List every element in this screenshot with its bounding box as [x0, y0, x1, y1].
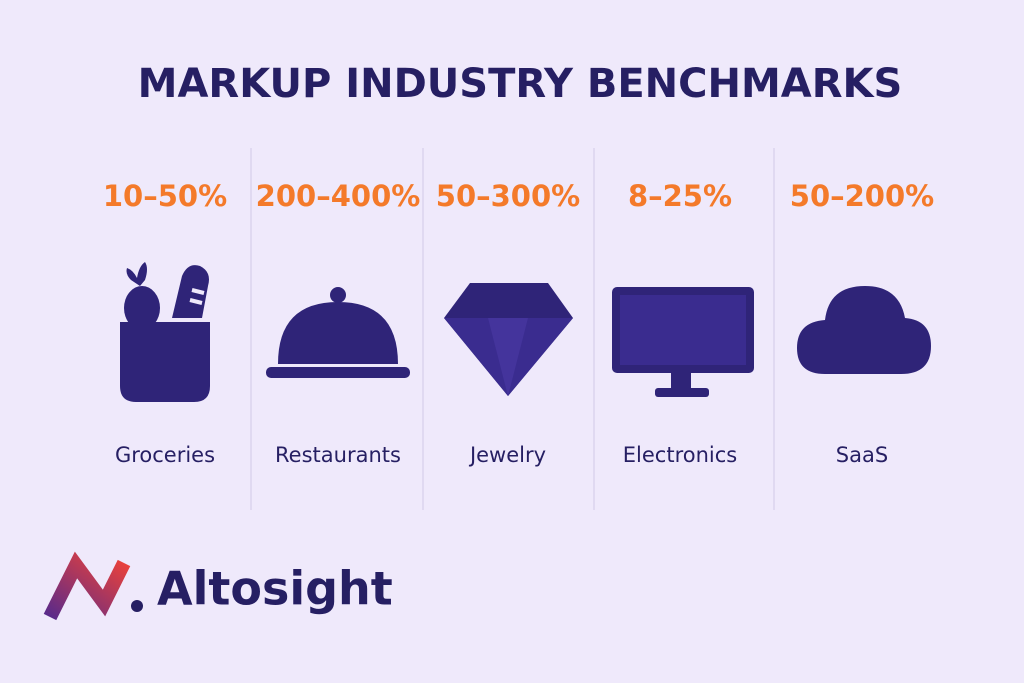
jewelry-icon	[444, 283, 573, 396]
range: 200–400%	[256, 179, 421, 213]
category-label: Electronics	[623, 443, 737, 467]
category-label: Jewelry	[468, 443, 546, 467]
columns: 10–50% Groceries 200–400% Restaurants 50–300…	[103, 179, 934, 467]
saas-icon	[797, 286, 931, 374]
range: 50–300%	[436, 179, 580, 213]
category-label: Restaurants	[275, 443, 401, 467]
range: 10–50%	[103, 179, 227, 213]
category-label: Groceries	[115, 443, 215, 467]
restaurants-icon	[266, 287, 410, 378]
brand-name: Altosight	[157, 562, 393, 616]
range: 8–25%	[628, 179, 732, 213]
range: 50–200%	[790, 179, 934, 213]
separators	[250, 148, 775, 510]
groceries-icon	[120, 262, 210, 402]
electronics-icon	[612, 287, 754, 397]
logo: Altosight	[43, 551, 393, 621]
category-label: SaaS	[836, 443, 888, 467]
title: MARKUP INDUSTRY BENCHMARKS	[138, 61, 903, 107]
